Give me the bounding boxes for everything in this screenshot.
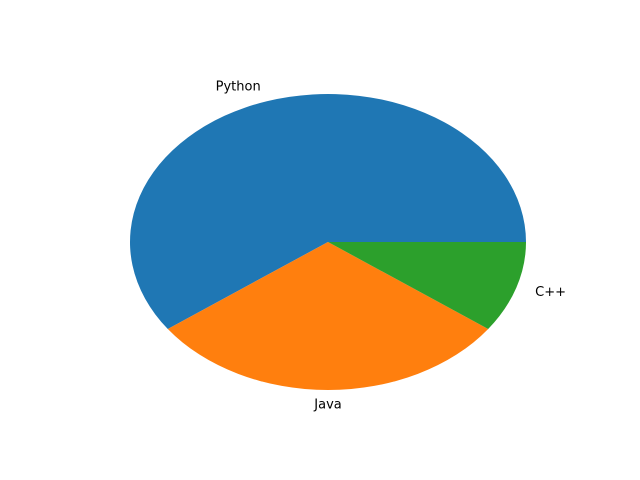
pie-slice-java [167,242,489,390]
pie-slice-c [328,242,526,329]
pie-slices [129,93,526,390]
pie-label-1: Java [313,397,341,412]
pie-slice-python [129,93,526,329]
pie-label-2: C++ [535,285,566,300]
pie-label-0: Python [216,80,261,95]
pie-labels: Python Java C++ [216,80,566,413]
